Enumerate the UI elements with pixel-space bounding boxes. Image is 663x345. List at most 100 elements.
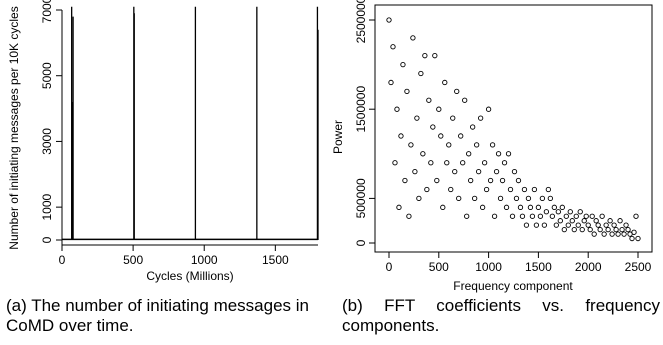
chart-b-point (525, 195, 532, 202)
chart-b-marks (386, 17, 641, 242)
chart-b-x-tick-label: 2500 (625, 260, 652, 274)
chart-b-point (545, 186, 552, 193)
chart-a-y-tick-label: 1000 (40, 193, 54, 220)
chart-b-point (623, 222, 629, 228)
chart-b-point (527, 204, 534, 210)
chart-b-point (611, 222, 617, 228)
chart-b-point (601, 231, 607, 237)
chart-b-y-tick-label: 2500000 (354, 0, 368, 43)
chart-b-point (464, 213, 470, 219)
chart-b-point (499, 177, 506, 184)
chart-b-point (559, 204, 565, 210)
chart-b-point (583, 213, 589, 219)
chart-b-point (458, 133, 464, 139)
chart-b-point (468, 177, 474, 184)
chart-b-point (517, 204, 524, 210)
chart-b-x-tick-label: 2000 (575, 260, 602, 274)
chart-b-point (406, 213, 412, 219)
chart-b-point (633, 213, 639, 219)
chart-b-point (414, 115, 420, 121)
chart-b-point (509, 213, 516, 219)
chart-b-point (477, 115, 484, 121)
chart-b-point (551, 204, 557, 210)
chart-b-point (450, 115, 456, 121)
chart-b-point (456, 195, 462, 202)
chart-b-point (621, 231, 627, 237)
chart-a-marks (62, 6, 319, 241)
chart-b-point (432, 53, 438, 59)
chart-b-point (400, 61, 406, 68)
chart-b-x-tick-label: 1500 (525, 260, 552, 274)
chart-b-x-tick-label: 500 (429, 260, 449, 274)
chart-b-point (394, 106, 400, 112)
chart-b-point (535, 204, 542, 210)
chart-b-point (454, 88, 460, 95)
chart-b-x-tick-label: 0 (386, 260, 393, 274)
chart-a-y-tick-label: 7000 (40, 0, 54, 23)
chart-b-point (440, 204, 446, 210)
chart-a-x-tick-label: 1500 (262, 253, 289, 267)
chart-b-point (430, 124, 436, 130)
chart-a-y-tick-label: 0 (40, 236, 54, 243)
chart-b-point (428, 160, 434, 166)
chart-b-point (448, 186, 454, 193)
chart-b-point (497, 195, 504, 202)
chart-b-point (388, 79, 394, 86)
chart-b-point (629, 235, 635, 242)
chart-b-point (555, 209, 561, 215)
chart-b-point (386, 17, 392, 23)
chart-b-point (569, 218, 575, 224)
chart-b-point (609, 231, 615, 237)
chart-a-y-tick-label: 3000 (40, 128, 54, 155)
chart-b-x-tick-label: 1000 (475, 260, 502, 274)
chart-b-point (557, 218, 563, 224)
chart-b-point (577, 209, 583, 215)
chart-b-point (416, 195, 422, 202)
chart-b-point (487, 177, 494, 184)
chart-b-point (475, 168, 482, 175)
chart-a-y-label: Number of initiating messages per 10K cy… (7, 6, 21, 249)
chart-b-point (402, 177, 408, 184)
chart-b-point (489, 142, 496, 148)
chart-b-point (529, 213, 536, 219)
chart-b-point (495, 151, 502, 157)
chart-b-point (635, 235, 641, 242)
chart-b-point (426, 97, 432, 103)
chart-b-point (573, 213, 579, 219)
chart-b-point (561, 226, 567, 233)
chart-b-point (410, 35, 416, 41)
chart-b-point (507, 186, 514, 193)
chart-b-point (444, 160, 450, 166)
chart-b-point (505, 151, 512, 157)
chart-b-point (543, 209, 550, 215)
chart-b-point (549, 213, 555, 219)
chart-b: 0 500 1000 1500 2000 2500 0 500000 1500000 250000… (331, 0, 653, 293)
chart-b-point (479, 204, 486, 210)
chart-b-x-label: Frequency component (453, 279, 573, 293)
chart-b-point (466, 151, 472, 157)
chart-b-point (460, 160, 466, 166)
chart-a-x-label: Cycles (Millions) (146, 269, 233, 283)
chart-b-point (605, 226, 611, 233)
chart-a: 0 500 1000 1500 0 1000 3000 5000 7000 Cycles (Mi… (7, 0, 319, 283)
chart-b-point (631, 229, 637, 235)
chart-b-point (599, 213, 605, 219)
chart-b-point (424, 186, 430, 193)
chart-b-point (625, 226, 631, 233)
chart-b-point (581, 218, 587, 224)
chart-b-point (436, 106, 442, 112)
chart-b-point (390, 44, 396, 50)
chart-b-point (483, 186, 490, 193)
chart-b-point (531, 186, 538, 193)
chart-b-point (533, 222, 540, 228)
chart-b-point (491, 213, 498, 219)
chart-a-x-tick-label: 1000 (191, 253, 218, 267)
chart-b-point (587, 226, 593, 233)
chart-b-y-tick-label: 1500000 (354, 86, 368, 133)
chart-b-point (472, 195, 478, 202)
chart-b-point (515, 177, 522, 184)
chart-b-y-tick-label: 500000 (354, 178, 368, 218)
chart-b-point (565, 222, 571, 228)
chart-b-point (575, 222, 581, 228)
chart-b-point (541, 222, 548, 228)
